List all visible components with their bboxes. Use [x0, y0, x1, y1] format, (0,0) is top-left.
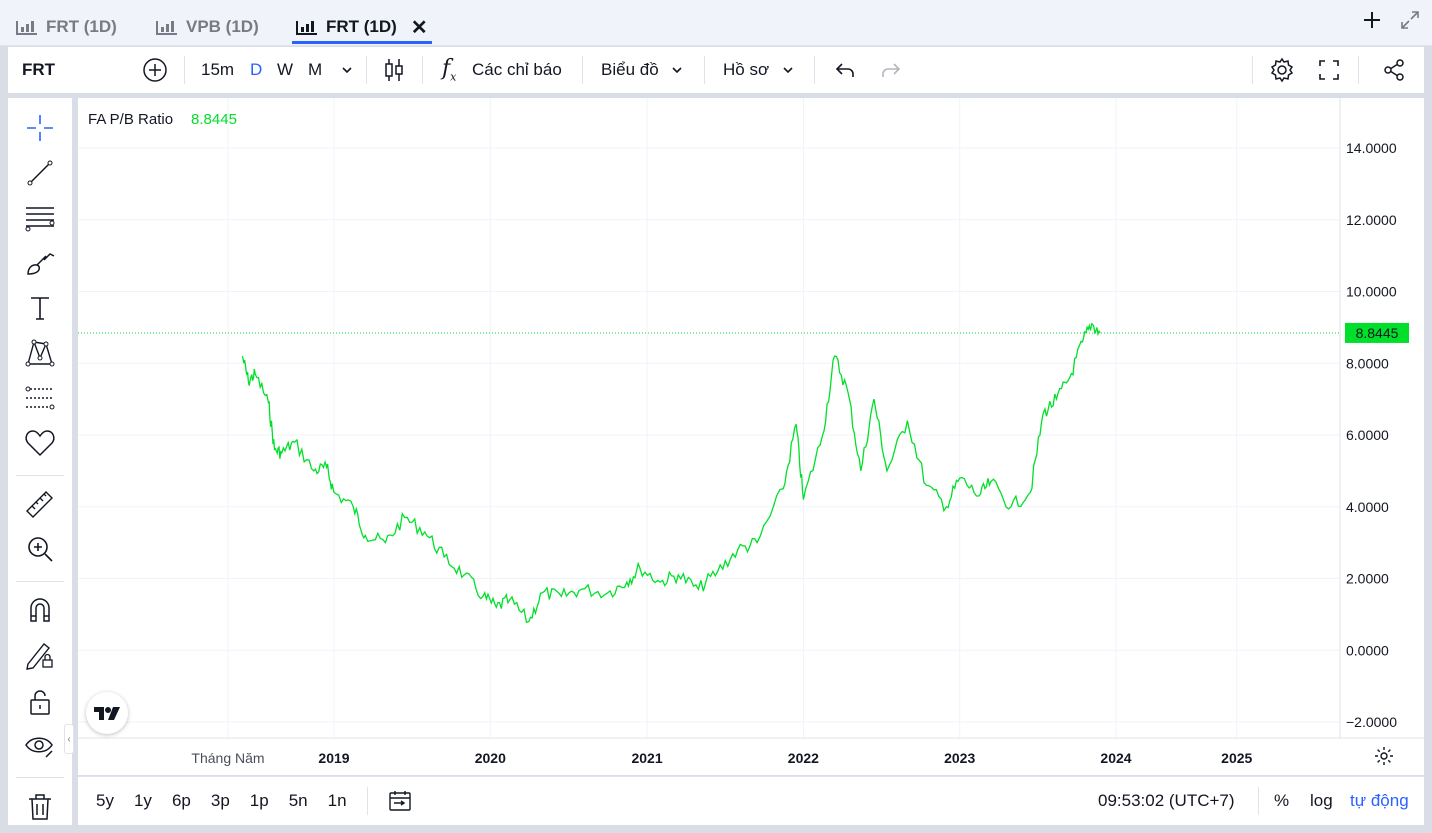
pb-ratio-series-line [241, 322, 1101, 624]
eye-icon[interactable] [22, 728, 58, 764]
range-5n[interactable]: 5n [288, 791, 308, 810]
tab-frt-1[interactable]: FRT (1D) [16, 10, 117, 44]
brush-icon[interactable] [22, 245, 58, 281]
clock-time[interactable]: 09:53:02 (UTC+7) [1098, 791, 1235, 810]
x-tick-label: 2022 [788, 750, 819, 766]
forecast-icon[interactable] [22, 380, 58, 416]
price-chart[interactable]: 14.0000 12.0000 10.0000 8.0000 6.0000 4.0000 2… [78, 98, 1424, 775]
y-tick-label: −2.0000 [1346, 714, 1397, 730]
x-tick-label: 2020 [475, 750, 506, 766]
lock-drawings-icon[interactable] [22, 637, 58, 673]
trend-line-icon[interactable] [22, 155, 58, 191]
symbol-label[interactable]: FRT [22, 60, 56, 79]
y-tick-label: 8.0000 [1346, 355, 1389, 371]
legend-value: 8.8445 [191, 111, 237, 128]
tab-label: FRT (1D) [326, 17, 397, 36]
add-tab-icon[interactable] [1362, 10, 1382, 30]
range-1n[interactable]: 1n [327, 791, 347, 810]
chart-bars-icon [296, 21, 317, 35]
tradingview-logo-icon[interactable] [86, 692, 128, 734]
percent-toggle[interactable]: % [1274, 791, 1290, 810]
chevron-down-icon[interactable] [781, 63, 795, 77]
candlestick-icon[interactable] [383, 57, 405, 83]
chart-type-button[interactable]: Biểu đồ [601, 60, 659, 79]
last-value-badge [1345, 322, 1409, 343]
gear-icon[interactable] [1269, 57, 1295, 83]
x-tick-label: 2021 [631, 750, 662, 766]
series-legend: FA P/B Ratio 8.8445 [88, 111, 237, 128]
x-tick-label: 2024 [1100, 750, 1131, 766]
magnet-icon[interactable] [22, 592, 58, 628]
y-tick-label: 0.0000 [1346, 642, 1389, 658]
range-1y[interactable]: 1y [133, 791, 152, 810]
fib-retracement-icon[interactable] [22, 200, 58, 236]
x-tick-label: Tháng Năm [191, 750, 264, 766]
y-tick-label: 12.0000 [1346, 212, 1397, 228]
y-tick-label: 14.0000 [1346, 140, 1397, 156]
y-tick-label: 10.0000 [1346, 284, 1397, 300]
chevron-down-icon[interactable] [670, 63, 684, 77]
range-1p[interactable]: 1p [249, 791, 269, 810]
x-tick-label: 2025 [1221, 750, 1252, 766]
ruler-icon[interactable] [22, 486, 58, 522]
add-symbol-icon[interactable] [142, 57, 168, 83]
share-icon[interactable] [1382, 58, 1406, 82]
pattern-icon[interactable] [22, 335, 58, 371]
legend-name: FA P/B Ratio [88, 111, 174, 128]
last-value-label: 8.8445 [1356, 325, 1399, 341]
chevron-down-icon[interactable] [340, 63, 354, 77]
range-3p[interactable]: 3p [210, 791, 230, 810]
collapse-toolbar-handle[interactable]: ‹ [64, 724, 74, 754]
heart-icon[interactable] [22, 425, 58, 461]
top-toolbar: FRT 15m D W M fx Các chỉ báo Biểu đồ Hồ … [8, 47, 1424, 93]
redo-icon[interactable] [880, 59, 902, 81]
range-buttons: 5y 1y 6p 3p 1p 5n 1n [86, 791, 357, 811]
tab-label: FRT (1D) [46, 17, 117, 36]
undo-icon[interactable] [834, 59, 856, 81]
tab-vpb[interactable]: VPB (1D) [156, 10, 259, 44]
time-axis-settings-icon[interactable] [1374, 746, 1394, 766]
profile-button[interactable]: Hồ sơ [723, 60, 770, 79]
function-icon[interactable]: fx [442, 56, 457, 84]
drawing-toolbar [8, 98, 72, 825]
chart-bars-icon [156, 21, 177, 35]
close-tab-icon[interactable]: ✕ [410, 16, 428, 39]
indicators-button[interactable]: Các chỉ báo [472, 60, 562, 79]
tab-label: VPB (1D) [186, 17, 259, 36]
tab-frt-active[interactable]: FRT (1D) ✕ [292, 10, 432, 44]
auto-scale-toggle[interactable]: tự động [1350, 791, 1409, 810]
y-tick-label: 6.0000 [1346, 427, 1389, 443]
unlock-icon[interactable] [22, 684, 58, 720]
fullscreen-icon[interactable] [1317, 58, 1341, 82]
tab-bar: FRT (1D) VPB (1D) FRT (1D) ✕ [0, 0, 1432, 46]
log-toggle[interactable]: log [1310, 791, 1333, 810]
x-tick-label: 2019 [318, 750, 349, 766]
text-tool-icon[interactable] [22, 290, 58, 326]
expand-icon[interactable] [1400, 10, 1420, 30]
interval-d[interactable]: D [250, 60, 263, 79]
interval-15m[interactable]: 15m [201, 60, 235, 79]
go-to-date-icon[interactable] [388, 790, 412, 812]
range-5y[interactable]: 5y [96, 791, 114, 810]
bottom-toolbar: 5y 1y 6p 3p 1p 5n 1n 09:53:02 (UTC+7) % … [78, 776, 1424, 825]
x-tick-label: 2023 [944, 750, 975, 766]
y-tick-label: 2.0000 [1346, 571, 1389, 587]
y-tick-label: 4.0000 [1346, 499, 1389, 515]
chart-bars-icon [16, 21, 37, 35]
interval-w[interactable]: W [277, 60, 294, 79]
chart-pane[interactable]: 14.0000 12.0000 10.0000 8.0000 6.0000 4.0000 2… [78, 98, 1424, 775]
interval-m[interactable]: M [308, 60, 323, 79]
crosshair-icon[interactable] [22, 110, 58, 146]
zoom-in-icon[interactable] [22, 531, 58, 567]
range-6p[interactable]: 6p [171, 791, 191, 810]
trash-icon[interactable] [22, 789, 58, 825]
